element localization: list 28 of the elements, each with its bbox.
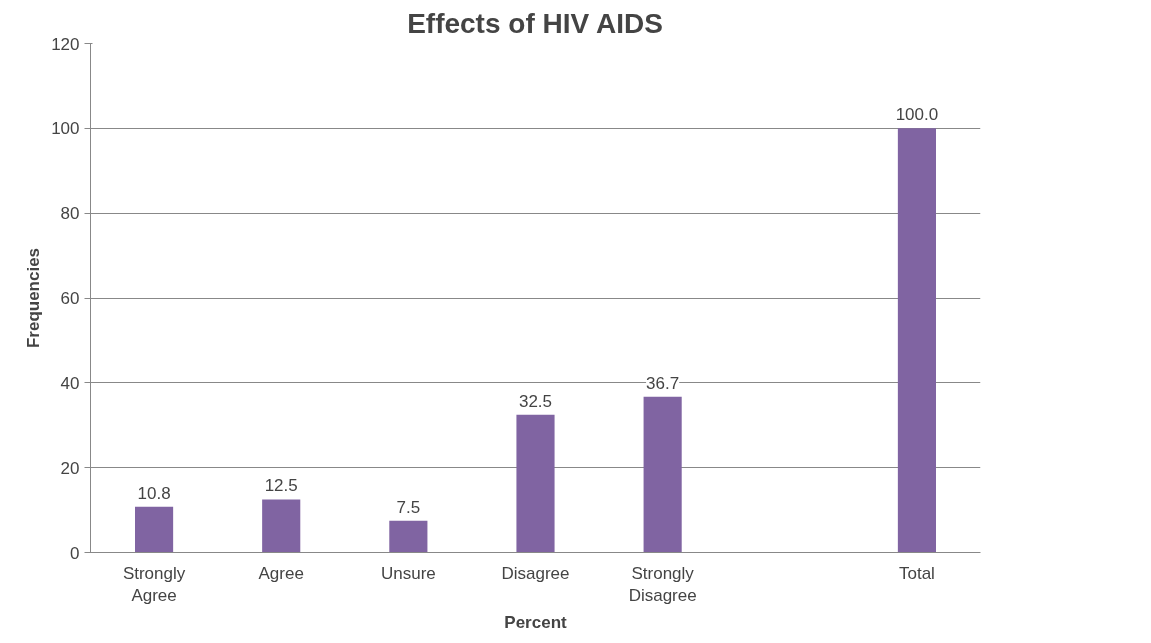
bar xyxy=(897,128,936,553)
y-tick-label: 100 xyxy=(51,119,80,139)
bar xyxy=(262,499,301,553)
y-tick-label: 60 xyxy=(60,289,80,308)
y-tick-label: 40 xyxy=(60,373,80,393)
y-tick-label: 120 xyxy=(51,34,80,54)
data-label: 100.0 xyxy=(895,105,939,125)
x-tick-label: Total xyxy=(898,563,935,583)
y-tick-label: 0 xyxy=(70,543,80,563)
data-label: 7.5 xyxy=(396,497,421,517)
x-tick-label: Disagree xyxy=(501,563,570,583)
data-label: 10.8 xyxy=(137,483,171,503)
y-axis-title: Frequencies xyxy=(24,247,44,349)
bar xyxy=(135,506,174,553)
x-tick-label: Agree xyxy=(258,563,304,583)
data-label: 32.5 xyxy=(518,391,553,411)
x-tick-label: Unsure xyxy=(380,563,436,583)
bar xyxy=(516,414,555,553)
x-tick-label: Strongly Disagree xyxy=(628,563,697,606)
bar xyxy=(643,396,682,553)
chart-title: Effects of HIV AIDS xyxy=(407,7,663,39)
data-label: 36.7 xyxy=(646,373,680,393)
y-tick-label: 80 xyxy=(60,204,80,224)
y-tick-label: 20 xyxy=(60,458,80,478)
x-tick-label: Strongly Agree xyxy=(122,563,186,606)
x-axis-title: Percent xyxy=(504,613,568,633)
bar xyxy=(389,520,428,553)
data-label: 12.5 xyxy=(264,476,298,496)
